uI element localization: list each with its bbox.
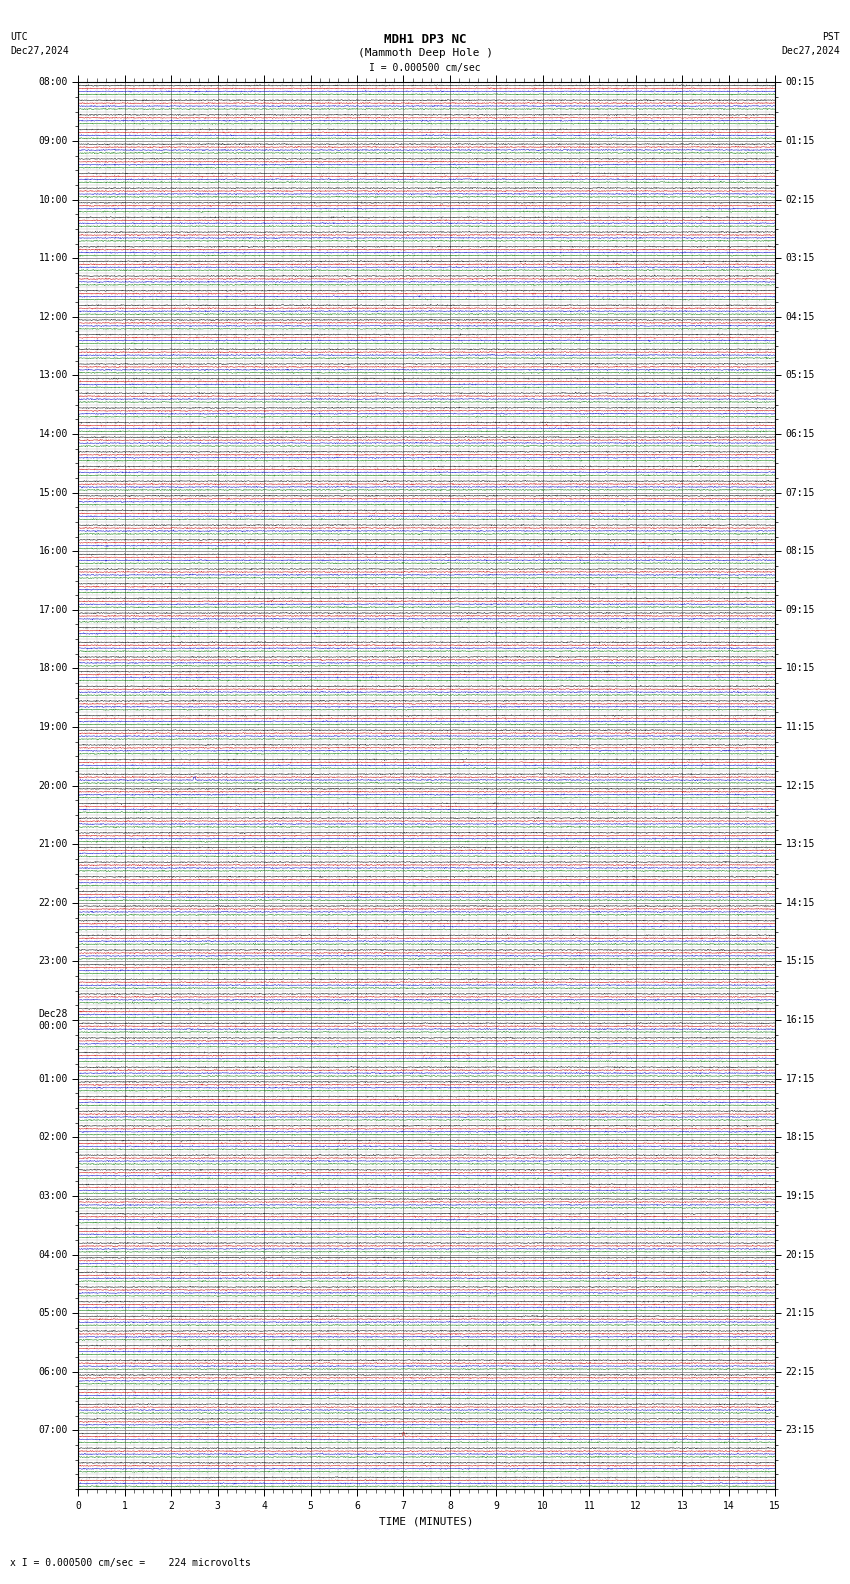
Text: MDH1 DP3 NC: MDH1 DP3 NC <box>383 33 467 46</box>
Text: Dec27,2024: Dec27,2024 <box>10 46 69 55</box>
Text: I = 0.000500 cm/sec: I = 0.000500 cm/sec <box>369 63 481 73</box>
Text: (Mammoth Deep Hole ): (Mammoth Deep Hole ) <box>358 48 492 57</box>
Text: UTC: UTC <box>10 32 28 41</box>
Text: PST: PST <box>822 32 840 41</box>
Text: x I = 0.000500 cm/sec =    224 microvolts: x I = 0.000500 cm/sec = 224 microvolts <box>10 1559 251 1568</box>
Text: Dec27,2024: Dec27,2024 <box>781 46 840 55</box>
X-axis label: TIME (MINUTES): TIME (MINUTES) <box>379 1516 474 1527</box>
